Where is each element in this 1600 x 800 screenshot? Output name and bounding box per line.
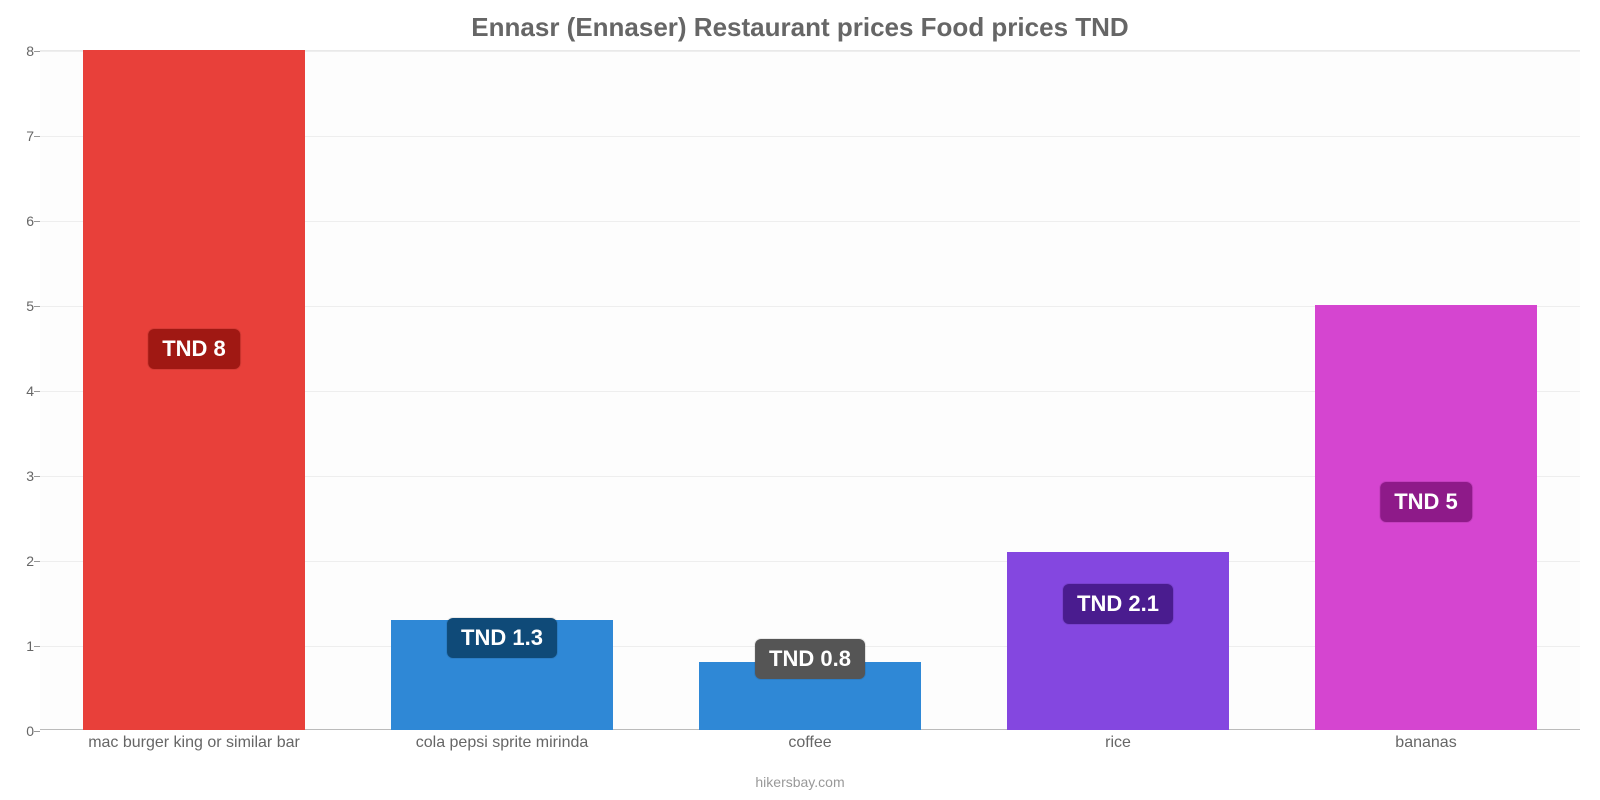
y-tick-label: 7 [12, 128, 34, 144]
y-tick-label: 8 [12, 43, 34, 59]
y-tick-label: 6 [12, 213, 34, 229]
chart-title: Ennasr (Ennaser) Restaurant prices Food … [0, 12, 1600, 43]
value-badge: TND 8 [148, 329, 240, 369]
y-tick-mark [34, 561, 40, 562]
y-tick-mark [34, 136, 40, 137]
y-tick-mark [34, 51, 40, 52]
y-tick-mark [34, 391, 40, 392]
y-tick-label: 1 [12, 638, 34, 654]
y-tick-label: 2 [12, 553, 34, 569]
value-badge: TND 0.8 [755, 639, 865, 679]
y-tick-mark [34, 221, 40, 222]
price-bar-chart: Ennasr (Ennaser) Restaurant prices Food … [0, 0, 1600, 800]
value-badge: TND 1.3 [447, 618, 557, 658]
value-badge: TND 2.1 [1063, 584, 1173, 624]
y-tick-label: 5 [12, 298, 34, 314]
y-tick-mark [34, 646, 40, 647]
bar [1007, 552, 1229, 731]
y-tick-mark [34, 306, 40, 307]
x-tick-label: bananas [1395, 734, 1456, 752]
x-tick-label: coffee [788, 734, 831, 752]
x-tick-label: cola pepsi sprite mirinda [416, 734, 589, 752]
x-tick-label: mac burger king or similar bar [88, 734, 300, 752]
plot-area: 012345678TND 8TND 1.3TND 0.8TND 2.1TND 5 [40, 50, 1580, 730]
y-tick-label: 0 [12, 723, 34, 739]
y-tick-mark [34, 731, 40, 732]
y-tick-label: 3 [12, 468, 34, 484]
y-tick-label: 4 [12, 383, 34, 399]
bar [83, 50, 305, 730]
y-tick-mark [34, 476, 40, 477]
x-tick-label: rice [1105, 734, 1131, 752]
attribution-text: hikersbay.com [0, 774, 1600, 790]
x-axis-labels: mac burger king or similar bar cola pepsi… [40, 734, 1580, 764]
value-badge: TND 5 [1380, 482, 1472, 522]
